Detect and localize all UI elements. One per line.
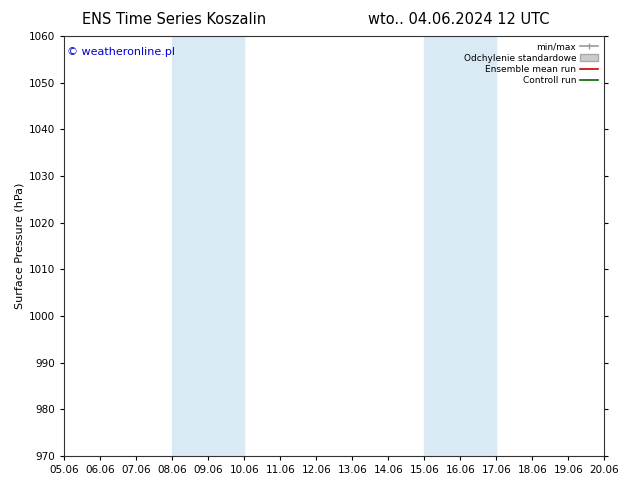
Text: wto.. 04.06.2024 12 UTC: wto.. 04.06.2024 12 UTC <box>368 12 549 27</box>
Y-axis label: Surface Pressure (hPa): Surface Pressure (hPa) <box>15 183 25 309</box>
Bar <box>424 36 496 456</box>
Legend: min/max, Odchylenie standardowe, Ensemble mean run, Controll run: min/max, Odchylenie standardowe, Ensembl… <box>462 41 600 87</box>
Bar <box>172 36 244 456</box>
Text: ENS Time Series Koszalin: ENS Time Series Koszalin <box>82 12 266 27</box>
Text: © weatheronline.pl: © weatheronline.pl <box>67 47 175 57</box>
